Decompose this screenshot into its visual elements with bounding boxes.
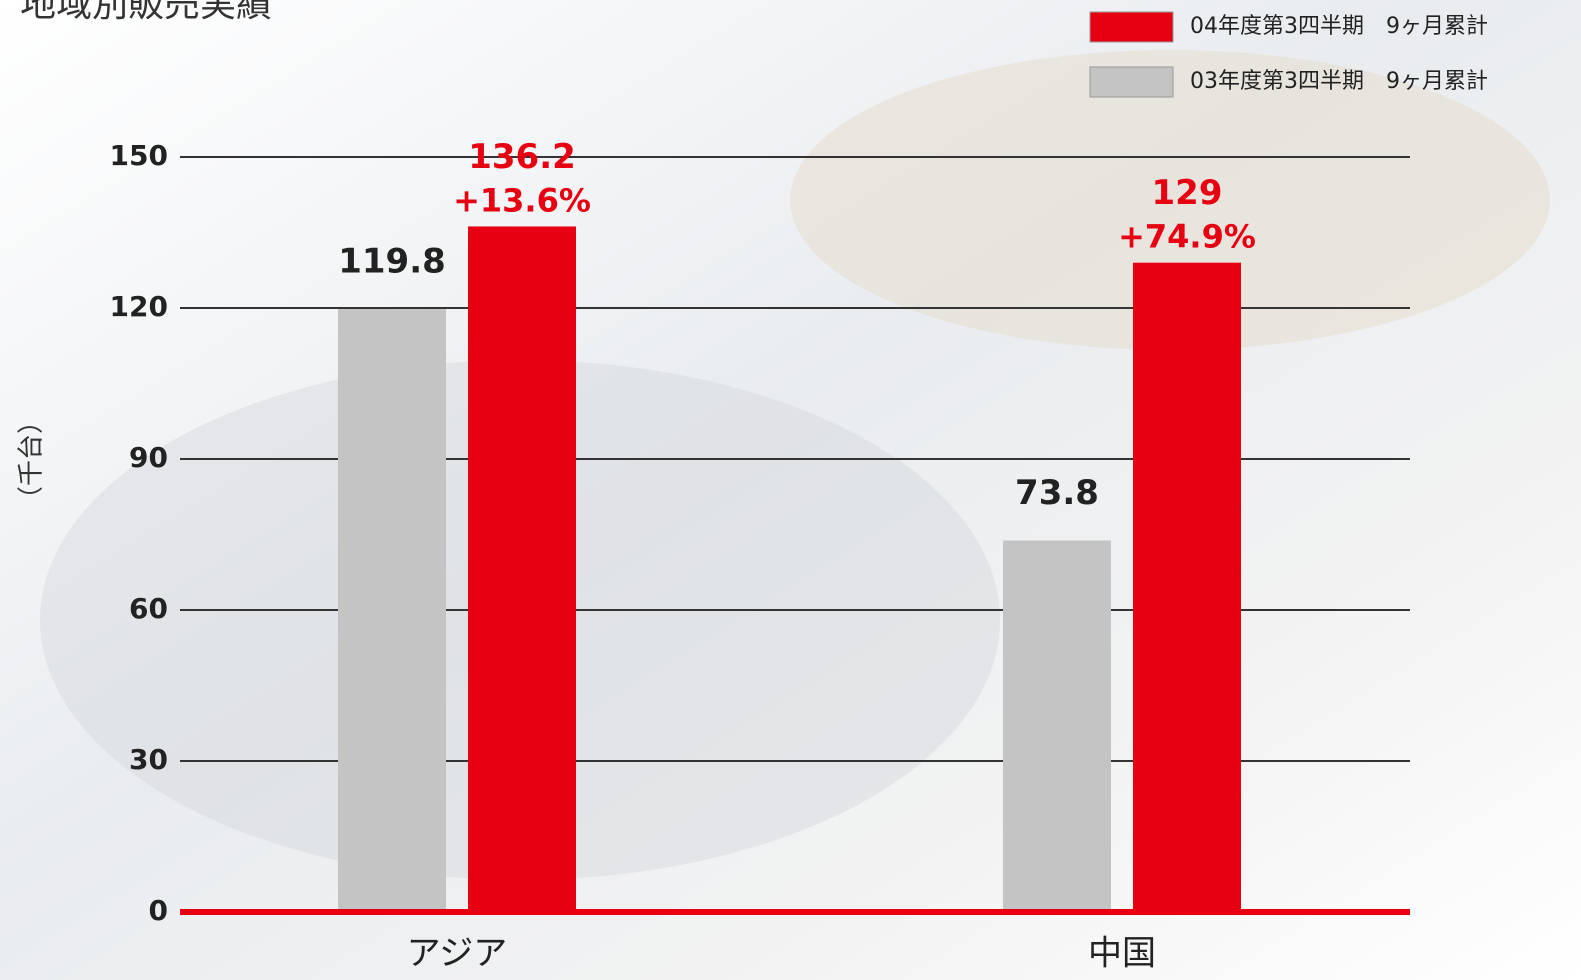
- chart-title: 地域別販売実績: [20, 0, 272, 25]
- x-tick-label: アジア: [407, 934, 508, 974]
- chart: 地域別販売実績 （千台） 0 30 60 90 120 150 アジア 119.8 136.2 +…: [0, 0, 1581, 980]
- bar: [1133, 263, 1241, 912]
- x-tick-label: 中国: [1088, 934, 1156, 974]
- legend-swatch: [1090, 12, 1173, 42]
- value-label: 136.2: [468, 137, 576, 177]
- legend-swatch: [1090, 67, 1173, 97]
- bar: [468, 226, 576, 912]
- y-tick-label: 90: [129, 441, 168, 474]
- legend-label: 04年度第3四半期 9ヶ月累計: [1190, 14, 1488, 39]
- y-tick-label: 0: [149, 894, 168, 927]
- value-label: 119.8: [338, 242, 446, 282]
- value-label: 73.8: [1015, 473, 1099, 513]
- bar: [338, 309, 446, 912]
- growth-label: +13.6%: [453, 181, 591, 219]
- y-tick-label: 60: [129, 592, 168, 625]
- y-axis-label: （千台）: [17, 408, 47, 512]
- value-label: 129: [1152, 173, 1223, 213]
- y-tick-label: 30: [129, 743, 168, 776]
- bar: [1003, 541, 1111, 912]
- legend-label: 03年度第3四半期 9ヶ月累計: [1190, 69, 1488, 94]
- y-tick-label: 120: [110, 290, 168, 323]
- y-tick-label: 150: [110, 139, 168, 172]
- growth-label: +74.9%: [1118, 218, 1256, 256]
